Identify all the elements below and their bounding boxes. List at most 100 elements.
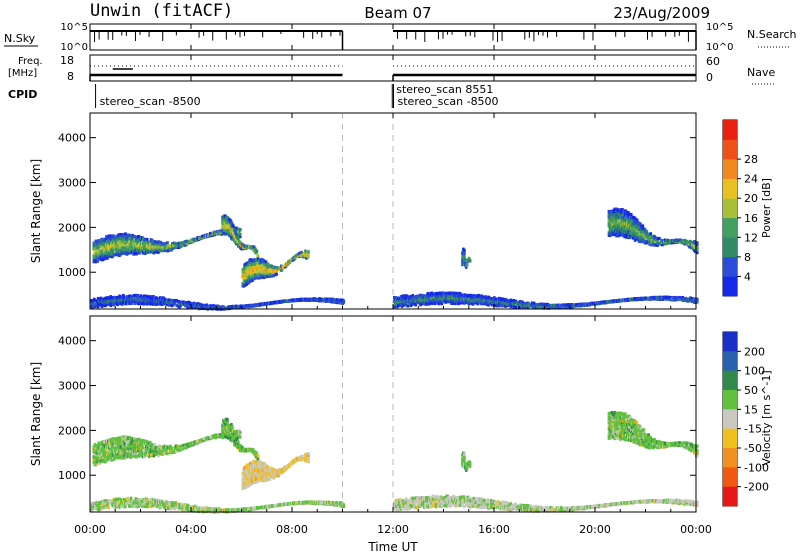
echo-cell: [135, 440, 138, 444]
echo-cell: [122, 251, 126, 255]
echo-cell: [254, 271, 257, 275]
echo-cell: [224, 427, 227, 431]
echo-cell: [305, 456, 308, 460]
echo-cell: [622, 209, 625, 214]
echo-cell: [141, 443, 144, 447]
echo-cell: [98, 248, 101, 252]
echo-cell: [237, 443, 240, 448]
echo-cell: [231, 424, 234, 429]
echo-cell: [641, 226, 645, 231]
echo-cell: [634, 228, 638, 232]
echo-cell: [465, 294, 469, 298]
echo-cell: [128, 237, 132, 241]
echo-cell: [642, 235, 646, 239]
echo-cell: [439, 299, 443, 304]
echo-cell: [93, 251, 97, 256]
echo-cell: [125, 443, 129, 447]
echo-cell: [246, 266, 249, 271]
echo-cell: [244, 485, 247, 490]
echo-cell: [251, 278, 254, 283]
echo-cell: [272, 467, 275, 471]
echo-cell: [177, 241, 181, 245]
power-colorbar-segment: [723, 217, 737, 238]
echo-cell: [224, 434, 227, 439]
echo-cell: [187, 442, 191, 446]
echo-cell: [153, 443, 157, 447]
echo-cell: [439, 291, 443, 295]
echo-cell: [91, 304, 95, 309]
echo-cell: [307, 456, 310, 460]
echo-cell: [242, 276, 246, 280]
echo-cell: [242, 267, 246, 271]
echo-cell: [265, 468, 269, 472]
echo-cell: [625, 418, 628, 422]
cpid-entry-2: stereo_scan -8500: [398, 95, 499, 108]
echo-cell: [136, 299, 140, 303]
echo-cell: [612, 425, 616, 429]
echo-cell: [627, 236, 630, 240]
echo-cell: [616, 431, 619, 436]
echo-cell: [140, 247, 143, 251]
echo-cell: [142, 302, 146, 306]
echo-cell: [125, 240, 129, 245]
echo-cell: [246, 261, 249, 265]
echo-cell: [123, 295, 126, 299]
echo-cell: [621, 213, 624, 217]
echo-cell: [689, 243, 692, 247]
echo-cell: [607, 422, 611, 426]
echo-cell: [147, 241, 151, 245]
echo-cell: [250, 265, 253, 269]
echo-cell: [431, 293, 435, 297]
echo-cell: [463, 248, 466, 253]
echo-cell: [118, 436, 122, 440]
echo-cell: [642, 428, 646, 432]
echo-cell: [109, 240, 113, 244]
echo-cell: [624, 412, 627, 416]
echo-cell: [671, 241, 675, 245]
echo-cell: [238, 230, 241, 234]
echo-cell: [644, 445, 648, 449]
echo-cell: [399, 295, 403, 299]
echo-cell: [463, 251, 466, 255]
echo-cell: [630, 226, 634, 230]
echo-cell: [430, 291, 434, 295]
echo-cell: [260, 479, 264, 483]
echo-cell: [658, 237, 661, 241]
echo-cell: [411, 294, 415, 298]
echo-cell: [628, 235, 632, 240]
power-colorbar-tick-label: 4: [744, 270, 751, 283]
echo-cell: [175, 303, 179, 308]
echo-cell: [253, 466, 256, 470]
echo-cell: [256, 254, 260, 258]
echo-cell: [284, 467, 288, 471]
echo-cell: [267, 471, 271, 475]
echo-cell: [96, 305, 100, 309]
echo-cell: [143, 245, 147, 249]
echo-cell: [490, 298, 493, 303]
echo-cell: [498, 302, 502, 306]
echo-cell: [271, 271, 275, 275]
echo-cell: [448, 294, 451, 299]
echo-cell: [465, 296, 469, 300]
echo-cell: [143, 251, 147, 256]
echo-cell: [106, 299, 110, 303]
nsearch-label: N.Search: [747, 28, 797, 41]
echo-cell: [614, 415, 618, 419]
echo-cell: [624, 430, 627, 435]
echo-cell: [454, 301, 457, 306]
echo-cell: [693, 240, 696, 244]
echo-cell: [152, 454, 156, 458]
echo-cell: [685, 239, 688, 243]
echo-cell: [225, 223, 228, 227]
echo-cell: [257, 276, 261, 280]
echo-cell: [456, 294, 459, 298]
echo-cell: [164, 242, 167, 246]
echo-cell: [607, 212, 611, 217]
echo-cell: [233, 430, 236, 434]
echo-cell: [621, 422, 624, 426]
ytick-label: 3000: [58, 177, 86, 190]
echo-cell: [250, 273, 253, 277]
echo-cell: [112, 253, 116, 257]
